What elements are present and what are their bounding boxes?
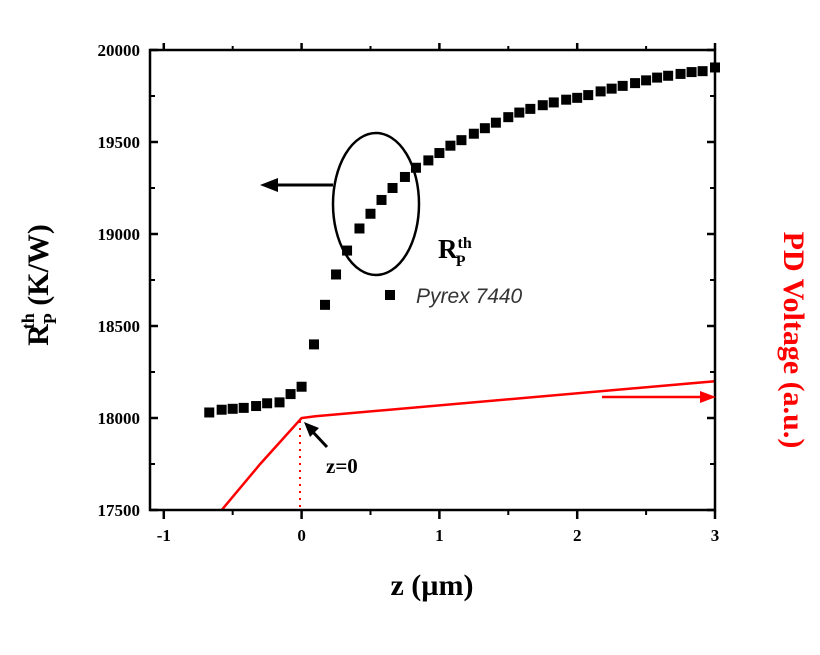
x-axis-title: z (µm) [390, 569, 473, 602]
z0-arrow-head [304, 422, 319, 437]
data-point [410, 162, 421, 173]
legend-marker [385, 290, 395, 300]
x-tick-label: 0 [297, 526, 306, 545]
data-point [365, 208, 376, 219]
data-point [227, 403, 238, 414]
data-point [606, 83, 617, 94]
data-point [479, 123, 490, 134]
data-point [399, 171, 410, 182]
data-point [617, 80, 628, 91]
y-axis-title: RPth (K/W) [18, 224, 60, 346]
y-tick-label: 20000 [98, 41, 141, 60]
data-point [697, 66, 708, 77]
data-point [285, 389, 296, 400]
legend-title-base: R [438, 234, 458, 264]
y-tick-label: 18500 [98, 317, 141, 336]
x-tick-label: -1 [157, 526, 171, 545]
data-point [514, 107, 525, 118]
x-axis-title-main: z ( [390, 569, 421, 602]
z0-label: z=0 [326, 454, 358, 478]
y-axis-title-sup: th [18, 313, 38, 329]
data-point [445, 140, 456, 151]
data-point [595, 86, 606, 97]
data-point [537, 100, 548, 111]
data-point [630, 78, 641, 89]
x-tick-label: 3 [711, 526, 720, 545]
data-point [308, 339, 319, 350]
chart-ticks: 17500 18000 18500 19000 19500 20000 -1 0 1 2 3 [98, 41, 720, 545]
data-point [561, 94, 572, 105]
plot-frame [148, 48, 717, 512]
data-point [641, 75, 652, 86]
data-point [238, 402, 249, 413]
data-point [251, 401, 262, 412]
data-point [548, 97, 559, 108]
data-point [262, 398, 273, 409]
x-tick-label: 2 [573, 526, 582, 545]
y-axis-title-base: R [22, 324, 55, 346]
x-axis-title-close: ) [464, 569, 474, 602]
data-point [274, 397, 285, 408]
data-point [686, 67, 697, 78]
data-point [525, 103, 536, 114]
legend-title: Rth P [438, 234, 472, 270]
y-axis-title-sub: P [40, 313, 60, 324]
data-point [468, 128, 479, 139]
y-tick-label: 19500 [98, 133, 141, 152]
x-tick-label: 1 [435, 526, 444, 545]
z0-arrow-shaft [310, 429, 329, 449]
legend-title-sup: th [458, 235, 472, 252]
data-point [342, 245, 353, 256]
data-point [387, 183, 398, 193]
data-point [663, 70, 674, 81]
data-point [204, 407, 215, 418]
data-point [572, 92, 583, 103]
legend-title-sub: P [456, 253, 466, 270]
data-point [675, 68, 686, 79]
data-point [490, 117, 501, 128]
x-axis-title-unit: µm [421, 569, 463, 602]
data-point [354, 223, 365, 234]
data-point [320, 299, 331, 310]
left-arrow-head [260, 178, 278, 192]
data-point [296, 381, 307, 392]
data-point [503, 112, 514, 123]
right-axis-title: PD Voltage (a.u.) [777, 232, 810, 449]
y-tick-label: 18000 [98, 409, 141, 428]
data-point [216, 404, 227, 415]
y-tick-label: 17500 [98, 501, 141, 520]
data-point [331, 269, 342, 280]
data-point [456, 135, 467, 146]
data-point [423, 155, 434, 166]
data-point [434, 148, 445, 159]
pd-voltage-line [220, 379, 716, 511]
y-tick-label: 19000 [98, 225, 141, 244]
data-point [583, 90, 594, 101]
highlight-ellipse [331, 131, 421, 277]
data-point [376, 194, 387, 205]
legend-entry: Pyrex 7440 [416, 285, 523, 308]
y-axis-title-unit: (K/W) [22, 224, 55, 313]
chart-marks [204, 62, 720, 511]
right-arrow-head [700, 391, 716, 403]
data-point [652, 72, 663, 83]
